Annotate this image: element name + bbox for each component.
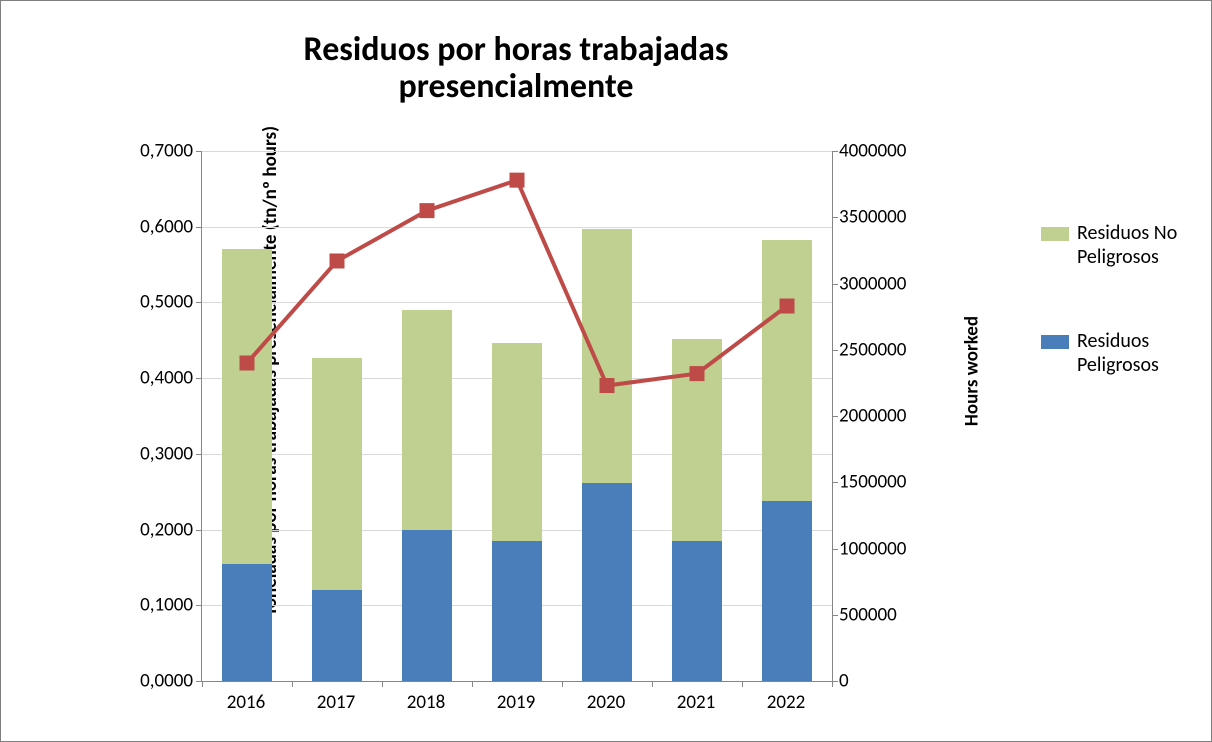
y1-ticks: 0,00000,10000,20000,30000,40000,50000,60… (121, 151, 193, 681)
x-axis-labels: 2016201720182019202020212022 (201, 691, 831, 721)
line-series (202, 151, 832, 681)
legend-item-no-peligrosos: Residuos No Peligrosos (1041, 221, 1191, 269)
legend-swatch (1041, 335, 1069, 349)
plot-area (201, 151, 833, 682)
chart-title-line2: presencialmente (1, 68, 1031, 105)
chart-title: Residuos por horas trabajadas presencial… (1, 31, 1031, 106)
legend-label: Residuos No Peligrosos (1077, 221, 1191, 269)
legend-swatch (1041, 227, 1069, 241)
legend-label: Residuos Peligrosos (1077, 329, 1191, 377)
legend-item-peligrosos: Residuos Peligrosos (1041, 329, 1191, 377)
y2-ticks: 0500000100000015000002000000250000030000… (839, 151, 934, 681)
chart-frame: Residuos por horas trabajadas presencial… (0, 0, 1212, 742)
legend: Residuos No Peligrosos Residuos Peligros… (1041, 221, 1191, 437)
y2-axis-label: Hours worked (960, 316, 983, 426)
chart-title-line1: Residuos por horas trabajadas (1, 31, 1031, 68)
